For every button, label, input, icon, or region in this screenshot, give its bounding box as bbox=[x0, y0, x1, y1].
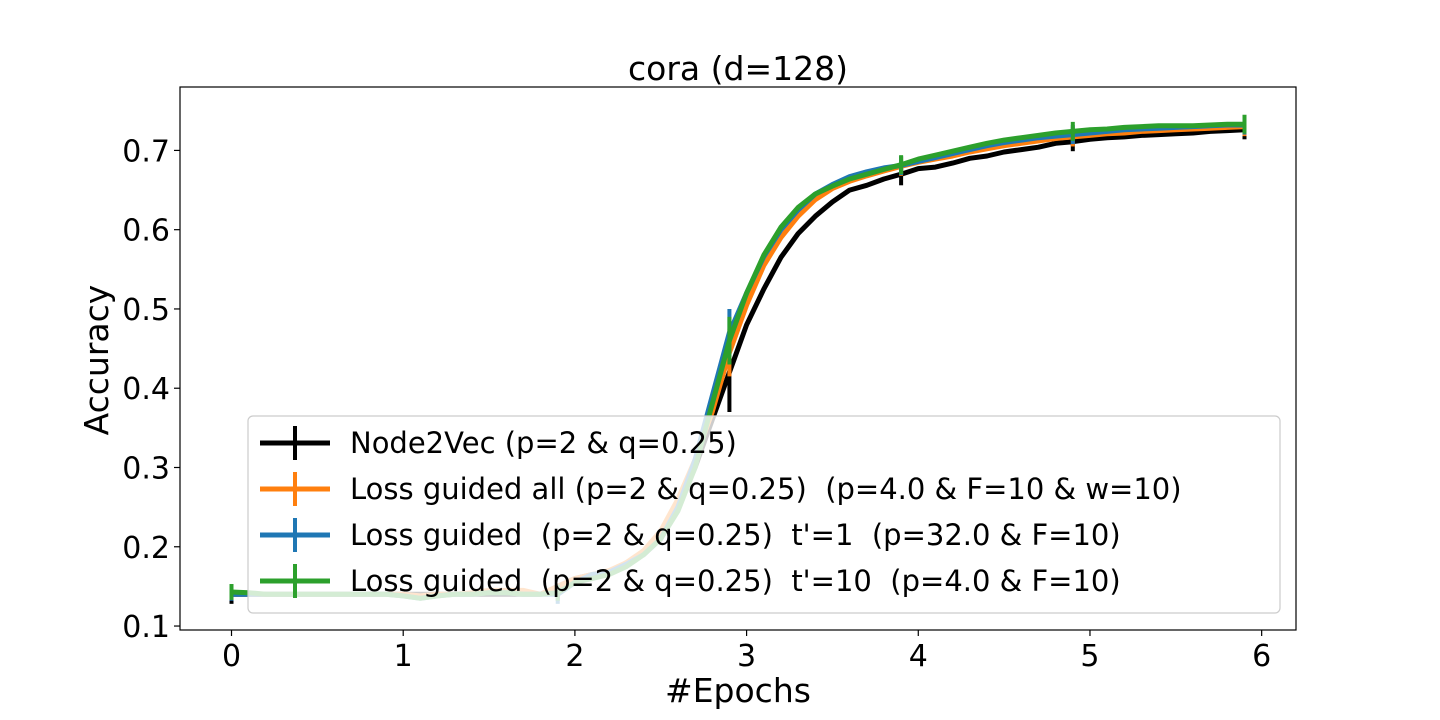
legend-entry: Node2Vec (p=2 & q=0.25) bbox=[260, 426, 737, 460]
x-tick-label: 0 bbox=[222, 639, 241, 674]
y-tick-label: 0.5 bbox=[122, 293, 170, 328]
x-tick-label: 2 bbox=[565, 639, 584, 674]
x-tick-label: 3 bbox=[737, 639, 756, 674]
legend-entry: Loss guided (p=2 & q=0.25) t'=1 (p=32.0 … bbox=[260, 518, 1121, 552]
legend-entry: Loss guided all (p=2 & q=0.25) (p=4.0 & … bbox=[260, 472, 1182, 506]
x-tick-label: 4 bbox=[909, 639, 928, 674]
y-tick-label: 0.1 bbox=[122, 610, 170, 645]
legend-label: Loss guided (p=2 & q=0.25) t'=10 (p=4.0 … bbox=[350, 564, 1121, 598]
legend-entry: Loss guided (p=2 & q=0.25) t'=10 (p=4.0 … bbox=[260, 564, 1121, 598]
plot-frame bbox=[179, 86, 1297, 631]
legend-box bbox=[247, 415, 1281, 614]
legend-label: Loss guided all (p=2 & q=0.25) (p=4.0 & … bbox=[350, 472, 1182, 506]
y-tick-label: 0.7 bbox=[122, 134, 170, 169]
x-tick-label: 5 bbox=[1080, 639, 1099, 674]
chart-title: cora (d=128) bbox=[628, 49, 848, 88]
y-tick-label: 0.4 bbox=[122, 372, 170, 407]
x-tick-label: 6 bbox=[1252, 639, 1271, 674]
y-axis-label: Accuracy bbox=[77, 285, 116, 436]
legend-label: Loss guided (p=2 & q=0.25) t'=1 (p=32.0 … bbox=[350, 518, 1121, 552]
y-tick-label: 0.3 bbox=[122, 451, 170, 486]
y-tick-label: 0.6 bbox=[122, 214, 170, 249]
y-axis: 0.1 0.2 0.3 0.4 0.5 0.6 0.7 bbox=[122, 134, 180, 645]
x-axis-label: #Epochs bbox=[665, 671, 811, 710]
y-tick-label: 0.2 bbox=[122, 531, 170, 566]
legend: Node2Vec (p=2 & q=0.25) Loss guided all (… bbox=[247, 415, 1281, 614]
x-tick-label: 1 bbox=[394, 639, 413, 674]
x-axis: 0 1 2 3 4 5 6 bbox=[222, 630, 1271, 674]
legend-label: Node2Vec (p=2 & q=0.25) bbox=[350, 426, 737, 460]
